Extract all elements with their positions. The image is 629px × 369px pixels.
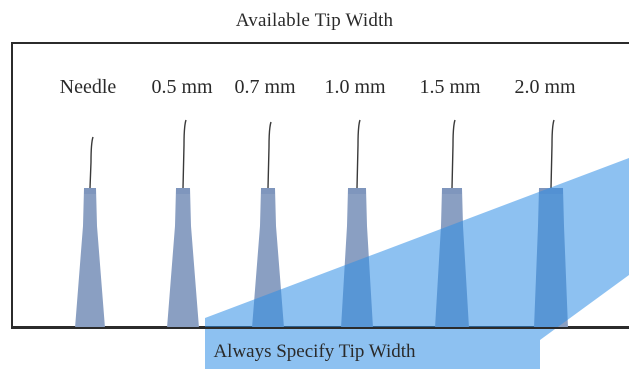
tip-label-0-5: 0.5 mm [151,76,213,98]
tip-label-1-5: 1.5 mm [419,76,481,98]
tip-wire-2-0-mm [550,119,555,189]
highlight-band [205,158,629,369]
tip-collar-needle [84,188,96,194]
tip-wire-0-5-mm [182,119,187,189]
tip-label-2-0: 2.0 mm [514,76,576,98]
tip-label-0-7: 0.7 mm [234,76,296,98]
tip-label-needle: Needle [59,76,117,98]
diagram-title: Available Tip Width [235,10,394,31]
tip-wire-needle [89,136,94,189]
tip-wire-0-7-mm [267,121,272,189]
tip-labels-row: Needle 0.5 mm 0.7 mm 1.0 mm 1.5 mm 2.0 m… [0,76,629,100]
tip-wire-1-0-mm [356,119,361,189]
tip-collar-1-5-mm [442,188,462,194]
tip-collar-0-5-mm [176,188,190,194]
tip-collar-1-0-mm [348,188,366,194]
tip-body-0-5-mm [167,188,199,328]
tip-wire-1-5-mm [451,119,456,189]
diagram-caption: Always Specify Tip Width [213,341,416,362]
tip-body-needle [75,188,105,328]
tip-label-1-0: 1.0 mm [324,76,386,98]
tip-collar-0-7-mm [261,188,275,194]
